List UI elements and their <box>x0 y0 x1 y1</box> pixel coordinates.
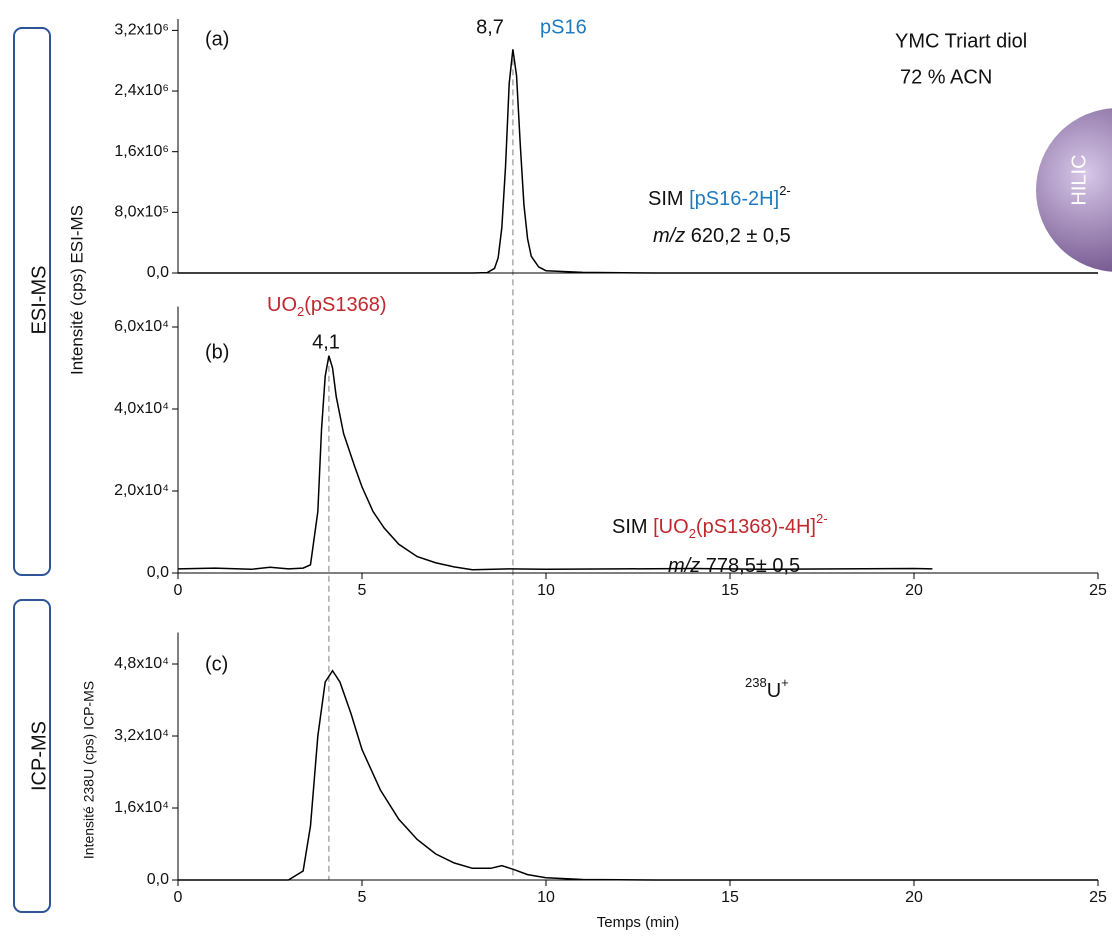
data-line <box>178 49 1098 274</box>
x-tick-label: 20 <box>905 582 923 599</box>
x-axis-label: Temps (min) <box>597 914 680 931</box>
y-tick-label: 1,6x10⁴ <box>114 799 169 816</box>
sim-ion: [UO <box>653 516 689 538</box>
y-axis-label: Intensité (cps) ESI-MS <box>67 205 86 375</box>
x-tick-label: 15 <box>721 582 739 599</box>
x-tick-label: 10 <box>537 582 555 599</box>
peak-time: 4,1 <box>312 331 340 353</box>
panel-label: (c) <box>205 653 228 675</box>
mz-value: 620,2 ± 0,5 <box>685 225 791 247</box>
isotope-element: U <box>767 680 781 702</box>
y-tick-label: 1,6x10⁶ <box>114 143 169 160</box>
x-tick-label: 25 <box>1089 889 1107 906</box>
peak-time: 8,7 <box>476 16 504 38</box>
sim-text: SIM <box>648 188 689 210</box>
panel-label: (a) <box>205 28 229 50</box>
x-tick-label: 10 <box>537 889 555 906</box>
x-tick-label: 25 <box>1089 582 1107 599</box>
group-label: ESI-MS <box>28 266 50 335</box>
hilic-badge <box>1036 108 1112 272</box>
mz-symbol: m/z <box>668 555 700 577</box>
peak-name: pS16 <box>540 16 587 38</box>
peak-name-part: UO <box>267 294 297 316</box>
badge-label: HILIC <box>1068 154 1090 205</box>
mz-symbol: m/z <box>653 225 685 247</box>
isotope-label: 238U+ <box>745 675 789 702</box>
y-tick-label: 0,0 <box>147 564 169 581</box>
column-label: YMC Triart diol <box>895 30 1027 52</box>
x-tick-label: 0 <box>174 889 183 906</box>
data-line <box>177 355 933 571</box>
sim-label: SIM [UO2(pS1368)-4H]2- <box>612 511 828 541</box>
x-tick-label: 20 <box>905 889 923 906</box>
mz-value: 778,5± 0,5 <box>700 555 800 577</box>
sim-ion: 2 <box>689 526 696 541</box>
isotope-mass: 238 <box>745 675 767 690</box>
group-box <box>13 599 51 913</box>
peak-name-part: 2 <box>297 304 304 319</box>
peak-name-part: (pS1368) <box>304 294 386 316</box>
y-tick-label: 4,0x10⁴ <box>114 400 169 417</box>
isotope-charge: + <box>781 675 789 690</box>
y-tick-label: 3,2x10⁴ <box>114 727 169 744</box>
y-tick-label: 2,4x10⁶ <box>114 82 169 99</box>
panel-label: (b) <box>205 341 229 363</box>
x-tick-label: 0 <box>174 582 183 599</box>
data-line <box>178 669 1098 881</box>
sim-charge: 2- <box>816 511 828 526</box>
y-tick-label: 8,0x10⁵ <box>114 204 169 221</box>
sim-text: SIM <box>612 516 653 538</box>
y-tick-label: 2,0x10⁴ <box>114 482 169 499</box>
sim-ion: [pS16-2H] <box>689 188 779 210</box>
mz-label: m/z 620,2 ± 0,5 <box>653 225 791 247</box>
y-tick-label: 6,0x10⁴ <box>114 318 169 335</box>
y-axis-label: Intensité 238U (cps) ICP-MS <box>81 681 97 859</box>
sim-charge: 2- <box>779 183 791 198</box>
group-label: ICP-MS <box>28 721 50 791</box>
sim-label: SIM [pS16-2H]2- <box>648 183 791 210</box>
y-tick-label: 0,0 <box>147 871 169 888</box>
mz-label: m/z 778,5± 0,5 <box>668 555 800 577</box>
x-tick-label: 15 <box>721 889 739 906</box>
sim-ion: (pS1368)-4H] <box>696 516 816 538</box>
peak-name: UO2(pS1368) <box>267 294 387 319</box>
x-tick-label: 5 <box>358 889 367 906</box>
group-box <box>13 27 51 576</box>
eluent-label: 72 % ACN <box>900 66 992 88</box>
y-tick-label: 3,2x10⁶ <box>114 22 169 39</box>
y-tick-label: 0,0 <box>147 264 169 281</box>
x-tick-label: 5 <box>358 582 367 599</box>
y-tick-label: 4,8x10⁴ <box>114 655 169 672</box>
